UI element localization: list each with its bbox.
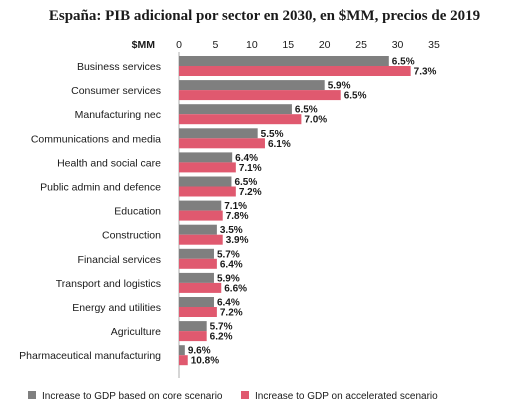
bar-core	[179, 56, 389, 66]
data-label: 7.0%	[304, 115, 327, 126]
legend-label: Increase to GDP on accelerated scenario	[255, 391, 438, 402]
category-label: Pharmaceutical manufacturing	[19, 350, 161, 362]
data-label: 6.6%	[224, 283, 247, 294]
bar-core	[179, 80, 325, 91]
category-label: Education	[114, 206, 161, 218]
data-label: 5.7%	[210, 322, 233, 333]
bar-core	[179, 152, 233, 163]
category-label: Consumer services	[71, 85, 161, 97]
bar-core	[179, 345, 185, 356]
data-label: 7.1%	[224, 201, 247, 212]
category-label: Energy and utilities	[72, 302, 161, 314]
data-label: 5.5%	[261, 129, 284, 140]
data-label: 6.5%	[392, 57, 415, 68]
bar-core	[179, 321, 207, 332]
bar-accelerated	[179, 138, 265, 149]
data-label: 6.1%	[268, 139, 291, 150]
bar-core	[179, 224, 217, 235]
unit-label: $MM	[132, 39, 156, 51]
bar-accelerated	[179, 114, 302, 125]
bar-core	[179, 200, 222, 211]
data-label: 6.4%	[235, 153, 258, 164]
bar-accelerated	[179, 258, 217, 269]
category-label: Agriculture	[111, 326, 161, 338]
bar-accelerated	[179, 90, 341, 101]
data-label: 5.9%	[217, 273, 240, 284]
data-labels: 6.5%7.3%5.9%6.5%6.5%7.0%5.5%6.1%6.4%7.1%…	[188, 57, 437, 367]
category-label: Communications and media	[31, 133, 161, 145]
data-label: 7.2%	[239, 187, 262, 198]
bar-core	[179, 248, 214, 259]
bar-accelerated	[179, 186, 236, 197]
category-label: Health and social care	[57, 157, 161, 169]
data-label: 3.5%	[220, 225, 243, 236]
data-label: 5.7%	[217, 249, 240, 260]
bar-core	[179, 176, 232, 187]
data-label: 5.9%	[328, 81, 351, 92]
bar-accelerated	[179, 234, 223, 245]
tick-label: 25	[355, 39, 367, 51]
legend-swatch	[241, 391, 249, 399]
tick-label: 0	[176, 39, 182, 51]
data-label: 6.4%	[220, 259, 243, 270]
bar-accelerated	[179, 66, 411, 76]
data-label: 6.5%	[295, 105, 318, 116]
bar-core	[179, 297, 214, 307]
category-label: Transport and logistics	[56, 278, 161, 290]
x-axis-ticks: 0 5 10 15 20 25 30 35	[176, 39, 440, 51]
data-label: 7.3%	[414, 67, 437, 78]
bar-accelerated	[179, 355, 188, 366]
legend-swatch	[28, 391, 36, 399]
bar-core	[179, 128, 258, 139]
data-label: 9.6%	[188, 346, 211, 357]
bar-accelerated	[179, 162, 236, 173]
data-label: 6.2%	[210, 332, 233, 343]
data-label: 6.4%	[217, 298, 240, 309]
category-label: Public admin and defence	[40, 182, 161, 194]
bar-core	[179, 104, 292, 115]
data-label: 7.1%	[239, 163, 262, 174]
category-labels: Business services Consumer services Manufa…	[19, 61, 161, 362]
data-label: 7.2%	[220, 308, 243, 319]
data-label: 6.5%	[344, 91, 367, 102]
data-label: 10.8%	[191, 356, 219, 367]
data-label: 7.8%	[226, 211, 249, 222]
category-label: Business services	[77, 61, 161, 73]
bar-accelerated	[179, 282, 222, 293]
tick-label: 30	[392, 39, 404, 51]
data-label: 6.5%	[234, 177, 257, 188]
legend-label: Increase to GDP based on core scenario	[42, 391, 223, 402]
bars	[179, 56, 411, 366]
chart-title: España: PIB adicional por sector en 2030…	[48, 8, 481, 24]
tick-label: 20	[319, 39, 331, 51]
tick-label: 15	[282, 39, 294, 51]
bar-core	[179, 272, 214, 283]
bar-accelerated	[179, 331, 207, 342]
tick-label: 5	[213, 39, 219, 51]
tick-label: 10	[246, 39, 258, 51]
category-label: Manufacturing nec	[75, 109, 161, 121]
tick-label: 35	[428, 39, 440, 51]
category-label: Construction	[102, 230, 161, 242]
bar-accelerated	[179, 307, 217, 317]
category-label: Financial services	[78, 254, 161, 266]
data-label: 3.9%	[226, 235, 249, 246]
bar-accelerated	[179, 210, 223, 221]
legend: Increase to GDP based on core scenario In…	[28, 391, 438, 402]
